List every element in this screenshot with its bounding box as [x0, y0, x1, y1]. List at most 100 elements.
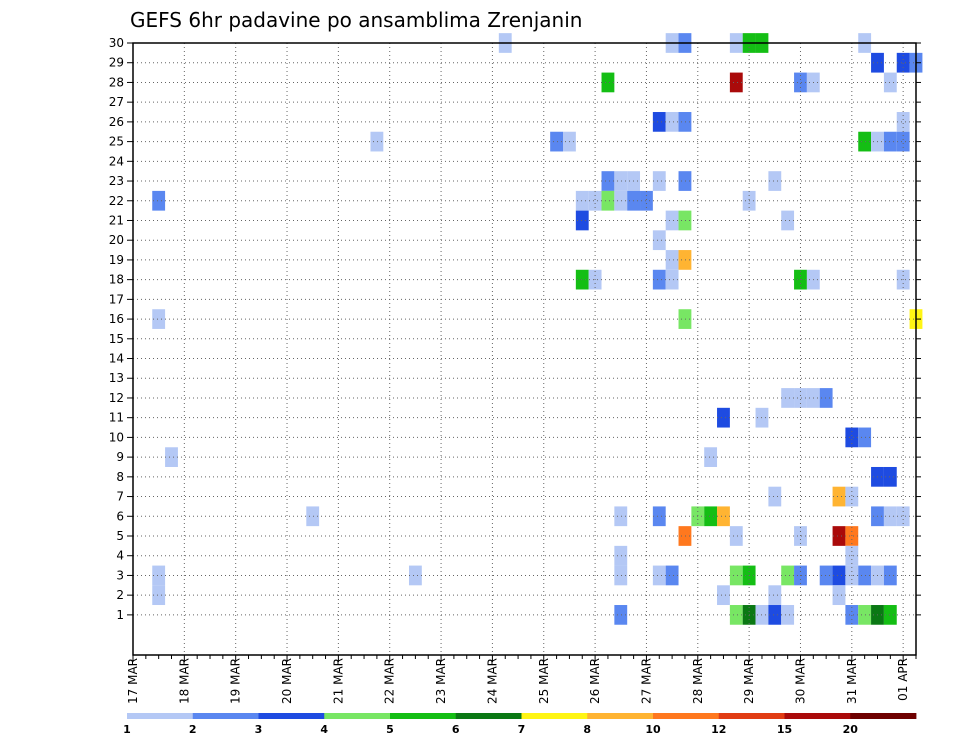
y-tick-label: 9 [116, 450, 124, 464]
precip-cell [588, 190, 602, 211]
precip-cell [729, 72, 743, 93]
legend-swatch [850, 713, 917, 719]
legend-label: 8 [583, 723, 591, 736]
precip-cell [165, 447, 178, 467]
precip-cell [768, 605, 782, 625]
precip-cell [883, 605, 897, 625]
legend-label: 20 [843, 723, 859, 736]
y-tick-label: 28 [109, 75, 124, 89]
precip-cell [794, 388, 807, 408]
y-tick-label: 27 [109, 95, 124, 109]
x-tick-label: 20 MAR [280, 658, 294, 704]
y-tick-label: 15 [109, 332, 124, 346]
precip-cell [704, 447, 718, 467]
precip-cell [601, 72, 615, 93]
precip-cell [883, 506, 897, 527]
precip-cell [152, 585, 166, 606]
legend-swatch [324, 713, 391, 719]
precip-cell [614, 190, 628, 211]
precip-cell [665, 112, 679, 132]
y-tick-label: 24 [109, 154, 124, 168]
y-tick-label: 11 [109, 411, 124, 425]
precip-cell [601, 190, 615, 211]
precip-cell [550, 131, 564, 152]
legend-label: 10 [645, 723, 661, 736]
precip-cell [678, 309, 692, 329]
precip-cell [858, 565, 872, 586]
precip-cell [794, 72, 807, 93]
y-tick-label: 1 [116, 608, 124, 622]
precip-cell [665, 269, 679, 290]
legend-swatch [784, 713, 851, 719]
precip-cell [768, 486, 782, 507]
precip-cell [832, 526, 846, 546]
grid-layer [133, 42, 916, 655]
precip-cell [896, 131, 910, 152]
y-tick-label: 26 [109, 115, 124, 129]
y-tick-label: 10 [109, 430, 124, 444]
precip-cell [678, 526, 692, 546]
precip-cell [819, 388, 833, 408]
y-tick-label: 21 [109, 213, 124, 227]
x-tick-label: 18 MAR [177, 658, 191, 704]
precip-cell [845, 605, 859, 625]
x-tick-label: 22 MAR [383, 658, 397, 704]
legend-swatch [258, 713, 325, 719]
precip-cell [678, 210, 692, 231]
precip-cell [781, 565, 795, 586]
plot-frame [132, 42, 917, 656]
x-tick-label: 01 APR [896, 658, 910, 701]
legend-swatch [718, 713, 785, 719]
precip-cell [614, 605, 628, 625]
precip-cell [896, 506, 910, 527]
precip-cell [152, 190, 166, 211]
legend-label: 2 [189, 723, 197, 736]
chart-title: GEFS 6hr padavine po ansamblima Zrenjani… [130, 8, 582, 32]
y-tick-label: 6 [116, 509, 124, 523]
precip-cell [832, 486, 846, 507]
precip-cell [640, 190, 653, 211]
precip-cell [768, 171, 782, 191]
precip-cell [883, 565, 897, 586]
precip-cell [152, 565, 166, 586]
precip-cell [858, 605, 872, 625]
precip-cell [652, 269, 666, 290]
precip-cell [729, 565, 743, 586]
precip-cell [832, 585, 846, 606]
precip-cell [575, 210, 589, 231]
x-tick-label: 21 MAR [331, 658, 345, 704]
precip-cell [704, 506, 718, 527]
precip-cell [858, 131, 872, 152]
precip-cell [575, 190, 589, 211]
precip-cell [781, 210, 795, 231]
precip-cell [858, 427, 872, 448]
y-tick-label: 4 [116, 549, 124, 563]
legend-label: 6 [452, 723, 460, 736]
precip-cell [652, 230, 666, 251]
x-tick-label: 29 MAR [742, 658, 756, 704]
legend-label: 7 [518, 723, 526, 736]
legend-label: 5 [386, 723, 394, 736]
y-tick-label: 17 [109, 292, 124, 306]
precip-cell [768, 585, 782, 606]
precip-cell [896, 112, 910, 132]
legend-swatch [127, 713, 194, 719]
y-tick-label: 30 [109, 36, 124, 50]
legend-swatch [390, 713, 457, 719]
y-tick-label: 14 [109, 352, 124, 366]
precip-cell [729, 526, 743, 546]
x-tick-label: 30 MAR [793, 658, 807, 704]
precip-cell [781, 388, 795, 408]
y-tick-label: 20 [109, 233, 124, 247]
precip-cell [845, 427, 859, 448]
precip-cell [575, 269, 589, 290]
y-tick-label: 12 [109, 391, 124, 405]
x-tick-label: 31 MAR [845, 658, 859, 704]
x-tick-label: 26 MAR [588, 658, 602, 704]
y-tick-label: 3 [116, 568, 124, 582]
precip-cell [665, 565, 679, 586]
precip-cell [665, 210, 679, 231]
precip-cell [717, 506, 730, 527]
legend-label: 4 [320, 723, 328, 736]
